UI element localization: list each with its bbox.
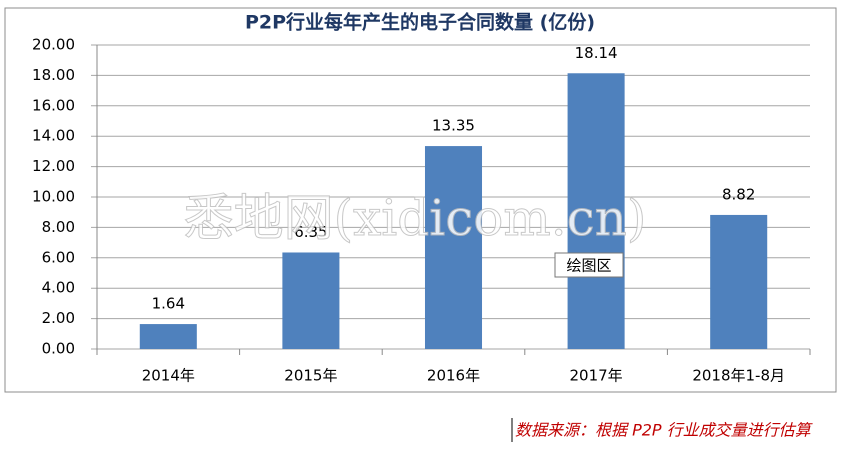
data-label: 1.64: [152, 295, 185, 313]
bar: [424, 146, 483, 349]
y-tick-label: 2.00: [42, 309, 75, 327]
y-tick-label: 12.00: [32, 157, 75, 175]
watermark: 悉地网(xidicom.cn): [184, 189, 647, 247]
y-tick-label: 0.00: [42, 340, 75, 358]
data-label: 8.82: [722, 185, 755, 203]
bar: [282, 252, 340, 349]
y-tick-label: 20.00: [32, 36, 75, 54]
y-tick-label: 14.00: [32, 127, 75, 145]
data-label: 6.35: [294, 223, 327, 241]
bar: [567, 73, 625, 349]
data-label: 18.14: [575, 44, 618, 62]
x-tick-label: 2018年1-8月: [692, 367, 785, 385]
x-tick-label: 2016年: [427, 367, 480, 385]
x-tick-label: 2015年: [284, 367, 337, 385]
y-tick-label: 16.00: [32, 96, 75, 114]
bar: [139, 324, 197, 349]
y-tick-label: 10.00: [32, 188, 75, 206]
bar: [710, 214, 768, 349]
chart-title: P2P行业每年产生的电子合同数量 (亿份): [245, 11, 595, 34]
tooltip: 绘图区: [566, 257, 611, 275]
y-tick-label: 4.00: [42, 279, 75, 297]
y-tick-label: 6.00: [42, 248, 75, 266]
x-tick-label: 2014年: [142, 367, 195, 385]
x-tick-label: 2017年: [570, 367, 623, 385]
y-tick-label: 8.00: [42, 218, 75, 236]
y-tick-label: 18.00: [32, 66, 75, 84]
source-note: 数据来源：根据 P2P 行业成交量进行估算: [515, 421, 814, 440]
data-label: 13.35: [432, 117, 475, 135]
tooltip-box: [554, 252, 624, 278]
